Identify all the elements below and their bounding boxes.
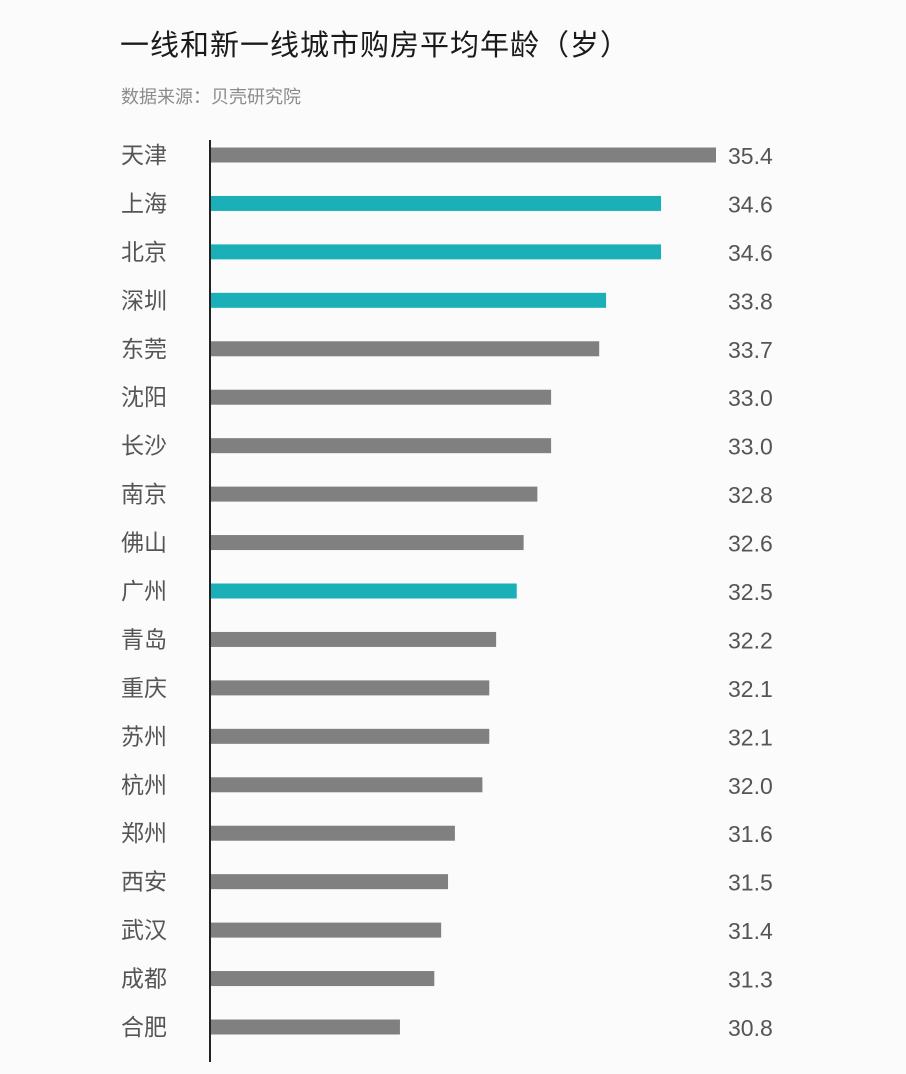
- category-label: 青岛: [121, 627, 167, 653]
- category-label: 成都: [121, 967, 167, 993]
- bar: [211, 825, 455, 841]
- value-label: 32.1: [728, 724, 773, 750]
- bar: [211, 583, 517, 599]
- category-label: 广州: [121, 579, 167, 605]
- category-label: 深圳: [121, 288, 167, 314]
- category-label: 天津: [121, 143, 167, 169]
- bar: [211, 728, 490, 744]
- chart-title: 一线和新一线城市购房平均年龄（岁）: [120, 28, 631, 62]
- category-label: 东莞: [121, 337, 167, 363]
- chart-source: 数据来源：贝壳研究院: [121, 87, 301, 108]
- bar: [211, 292, 607, 308]
- bar: [211, 971, 435, 987]
- bar: [211, 1019, 400, 1035]
- value-label: 32.0: [728, 773, 773, 799]
- value-label: 32.6: [728, 531, 773, 557]
- value-label: 30.8: [728, 1015, 773, 1041]
- bar: [211, 874, 449, 890]
- value-label: 31.6: [728, 821, 773, 847]
- value-label: 31.4: [728, 918, 773, 944]
- value-label: 32.5: [728, 579, 773, 605]
- category-label: 长沙: [121, 434, 167, 460]
- category-label: 合肥: [121, 1015, 167, 1041]
- bar: [211, 195, 662, 211]
- value-label: 34.6: [728, 240, 773, 266]
- bar: [211, 486, 538, 502]
- category-label: 北京: [121, 240, 167, 266]
- value-label: 32.8: [728, 482, 773, 508]
- category-label: 西安: [121, 870, 167, 896]
- value-label: 34.6: [728, 191, 773, 217]
- category-label: 郑州: [121, 821, 167, 847]
- bar: [211, 244, 662, 260]
- category-label: 重庆: [121, 676, 167, 702]
- bar: [211, 777, 483, 793]
- value-label: 33.0: [728, 385, 773, 411]
- category-label: 沈阳: [121, 385, 167, 411]
- value-label: 31.5: [728, 870, 773, 896]
- value-label: 32.1: [728, 676, 773, 702]
- category-label: 杭州: [121, 773, 167, 799]
- bar: [211, 922, 442, 938]
- value-label: 35.4: [728, 143, 773, 169]
- value-label: 33.8: [728, 288, 773, 314]
- bar: [211, 438, 552, 454]
- bar: [211, 147, 716, 163]
- value-label: 33.7: [728, 337, 773, 363]
- value-label: 32.2: [728, 627, 773, 653]
- category-label: 南京: [121, 482, 167, 508]
- category-label: 上海: [121, 191, 167, 217]
- category-label: 苏州: [121, 724, 167, 750]
- bar: [211, 341, 600, 357]
- bar: [211, 389, 552, 405]
- bar: [211, 680, 490, 696]
- value-label: 33.0: [728, 434, 773, 460]
- value-label: 31.3: [728, 967, 773, 993]
- bar: [211, 535, 524, 551]
- bar: [211, 631, 497, 647]
- category-label: 武汉: [121, 918, 167, 944]
- category-label: 佛山: [121, 531, 167, 557]
